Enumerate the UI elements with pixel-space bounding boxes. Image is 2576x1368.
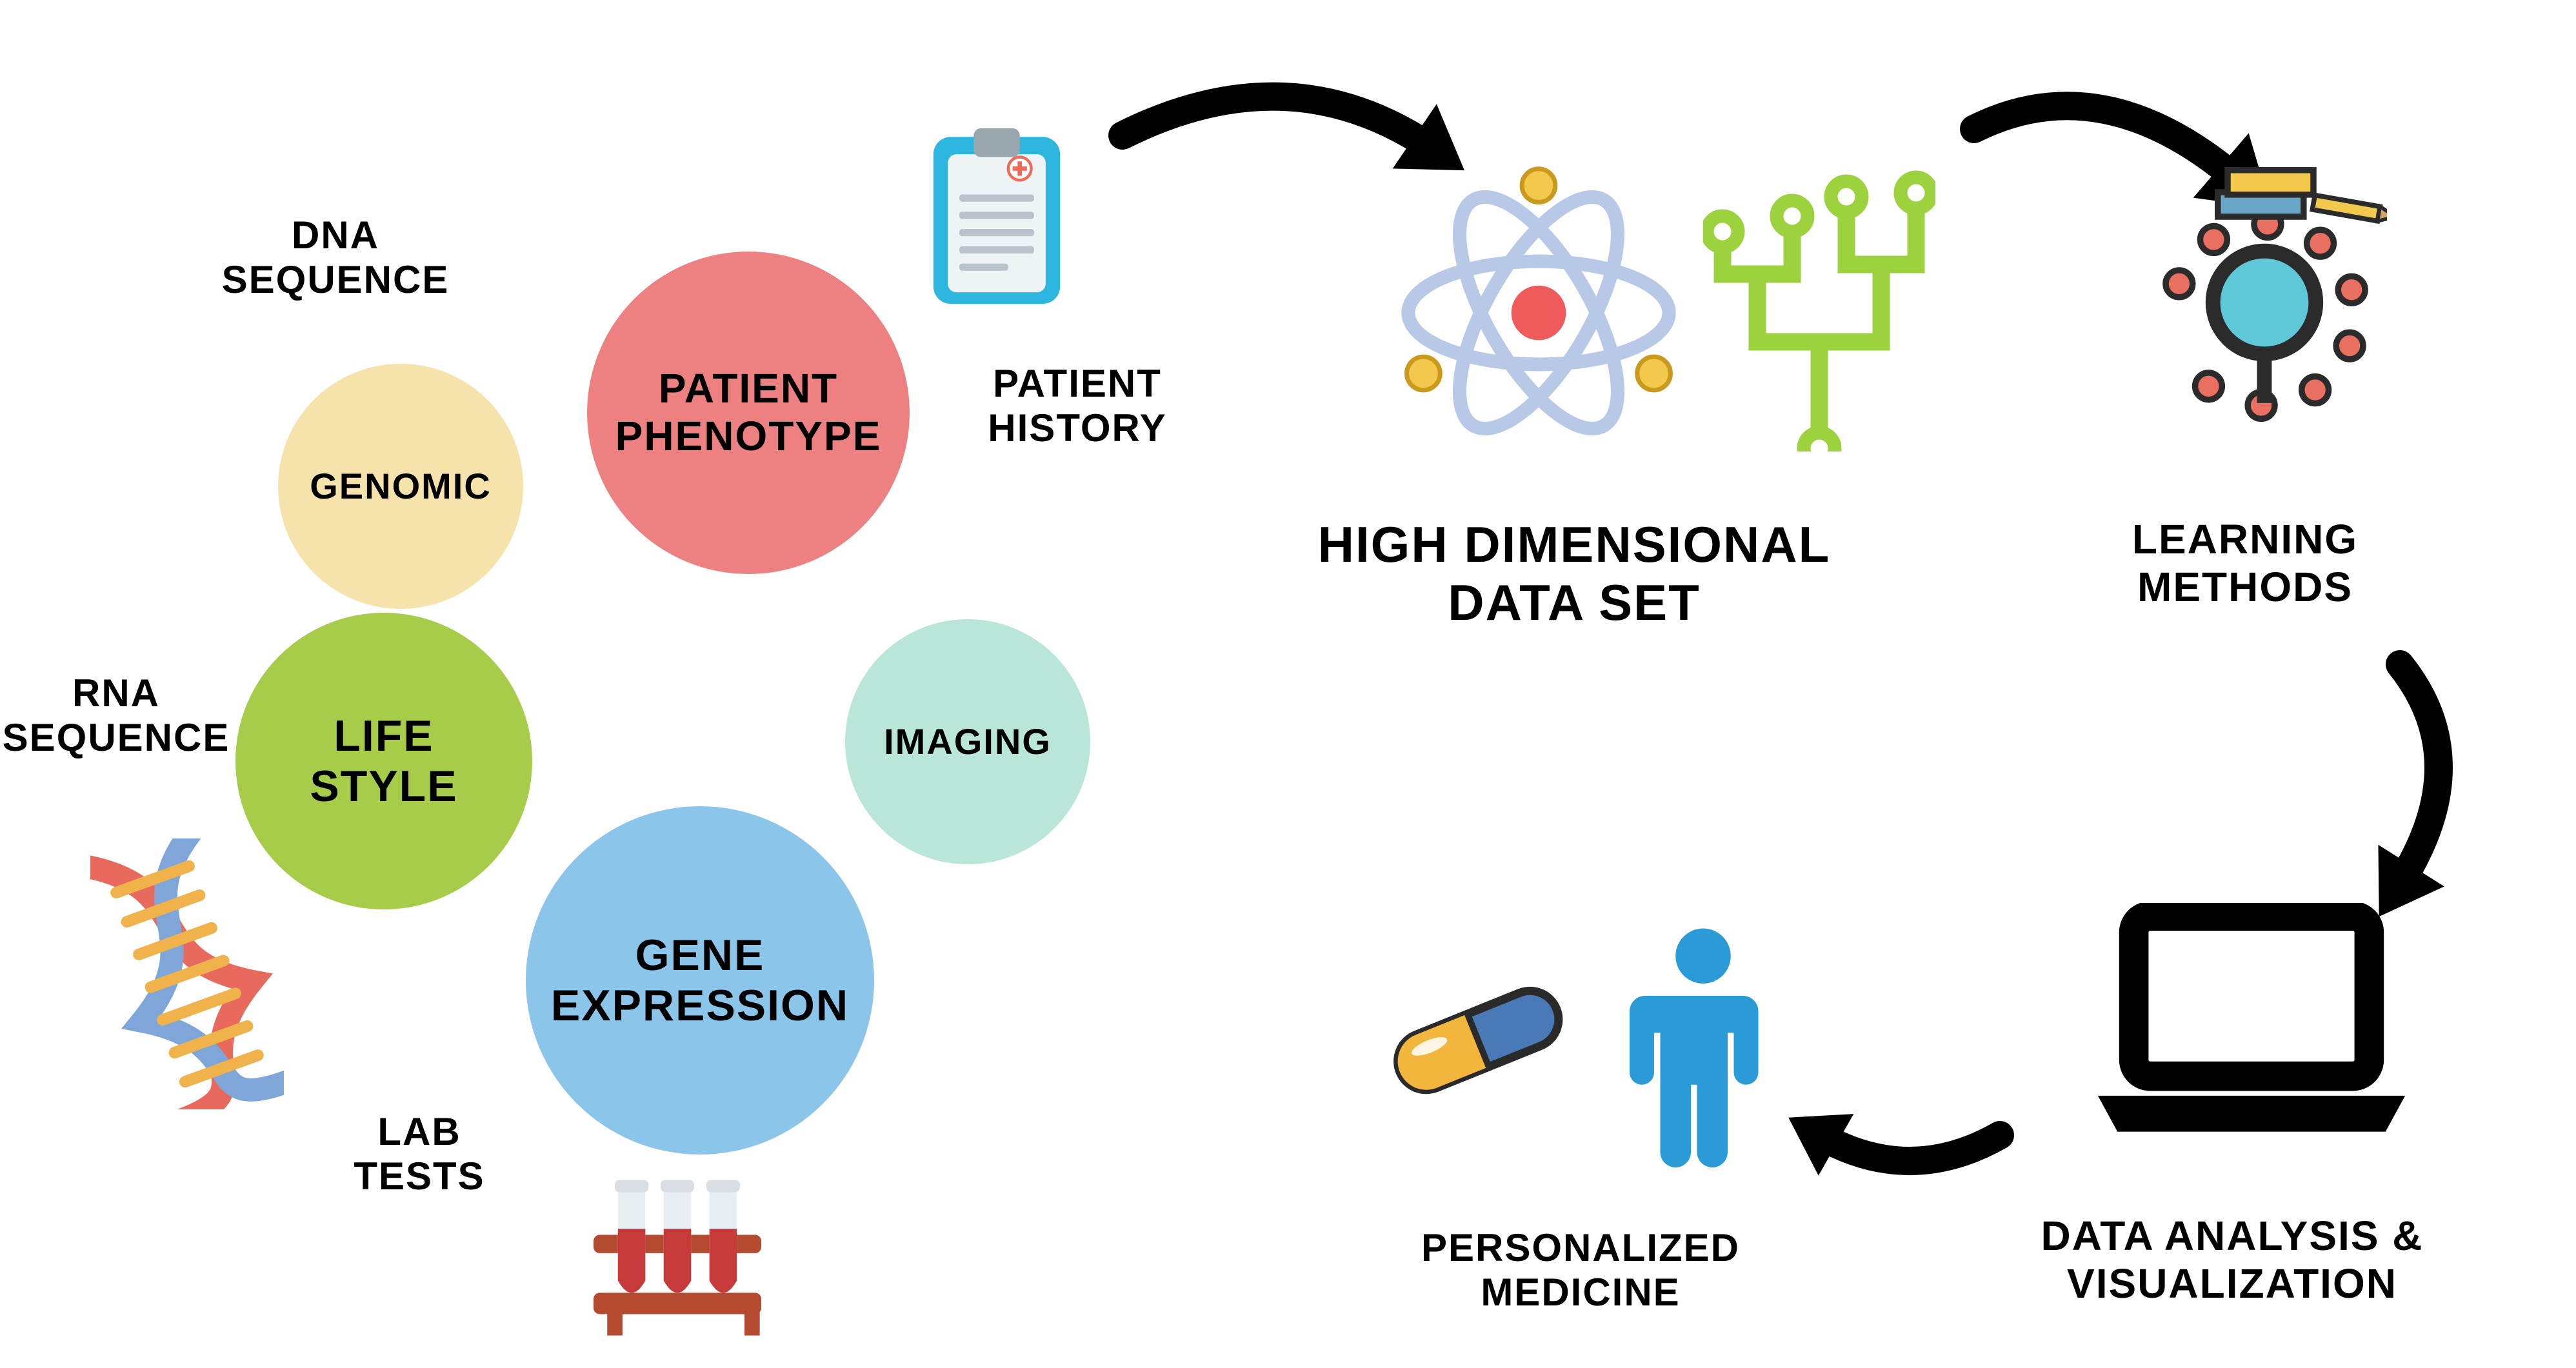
bubble-gene-expression: Gene Expression (526, 806, 874, 1155)
bubble-imaging: Imaging (845, 619, 1090, 864)
bubble-imaging-label: Imaging (884, 721, 1052, 762)
label-rna-sequence: RNA sequence (0, 671, 265, 760)
atom-icon (1387, 161, 1690, 464)
bubble-genomic: Genomic (278, 364, 523, 609)
learning-microscope-icon (2142, 155, 2387, 426)
diagram-stage: Genomic Life style Patient phenotype Ima… (0, 0, 2576, 1368)
label-personalized-medicine: Personalized medicine (1381, 1225, 1781, 1314)
label-lab-tests: Lab tests (290, 1109, 548, 1198)
label-patient-history: Patient history (929, 361, 1226, 450)
person-icon (1626, 922, 1781, 1167)
test-tubes-icon (581, 1174, 774, 1342)
bubble-phenotype-label: Patient phenotype (615, 365, 882, 460)
label-dna-sequence: Dna sequence (174, 213, 497, 302)
bubble-patient-phenotype: Patient phenotype (587, 252, 910, 574)
circuit-tree-icon (1703, 155, 1935, 451)
label-high-dimensional: High dimensional data set (1219, 516, 1929, 631)
bubble-geneexp-label: Gene Expression (551, 930, 849, 1031)
dna-helix-icon (90, 838, 284, 1109)
bubble-genomic-label: Genomic (310, 466, 492, 507)
laptop-icon (2084, 903, 2419, 1148)
label-learning-methods: Learning methods (2052, 516, 2439, 611)
clipboard-icon (923, 123, 1071, 310)
bubble-lifestyle-label: Life style (310, 711, 457, 811)
label-data-analysis: Data analysis & visualization (1987, 1213, 2477, 1307)
pill-icon (1368, 980, 1587, 1096)
